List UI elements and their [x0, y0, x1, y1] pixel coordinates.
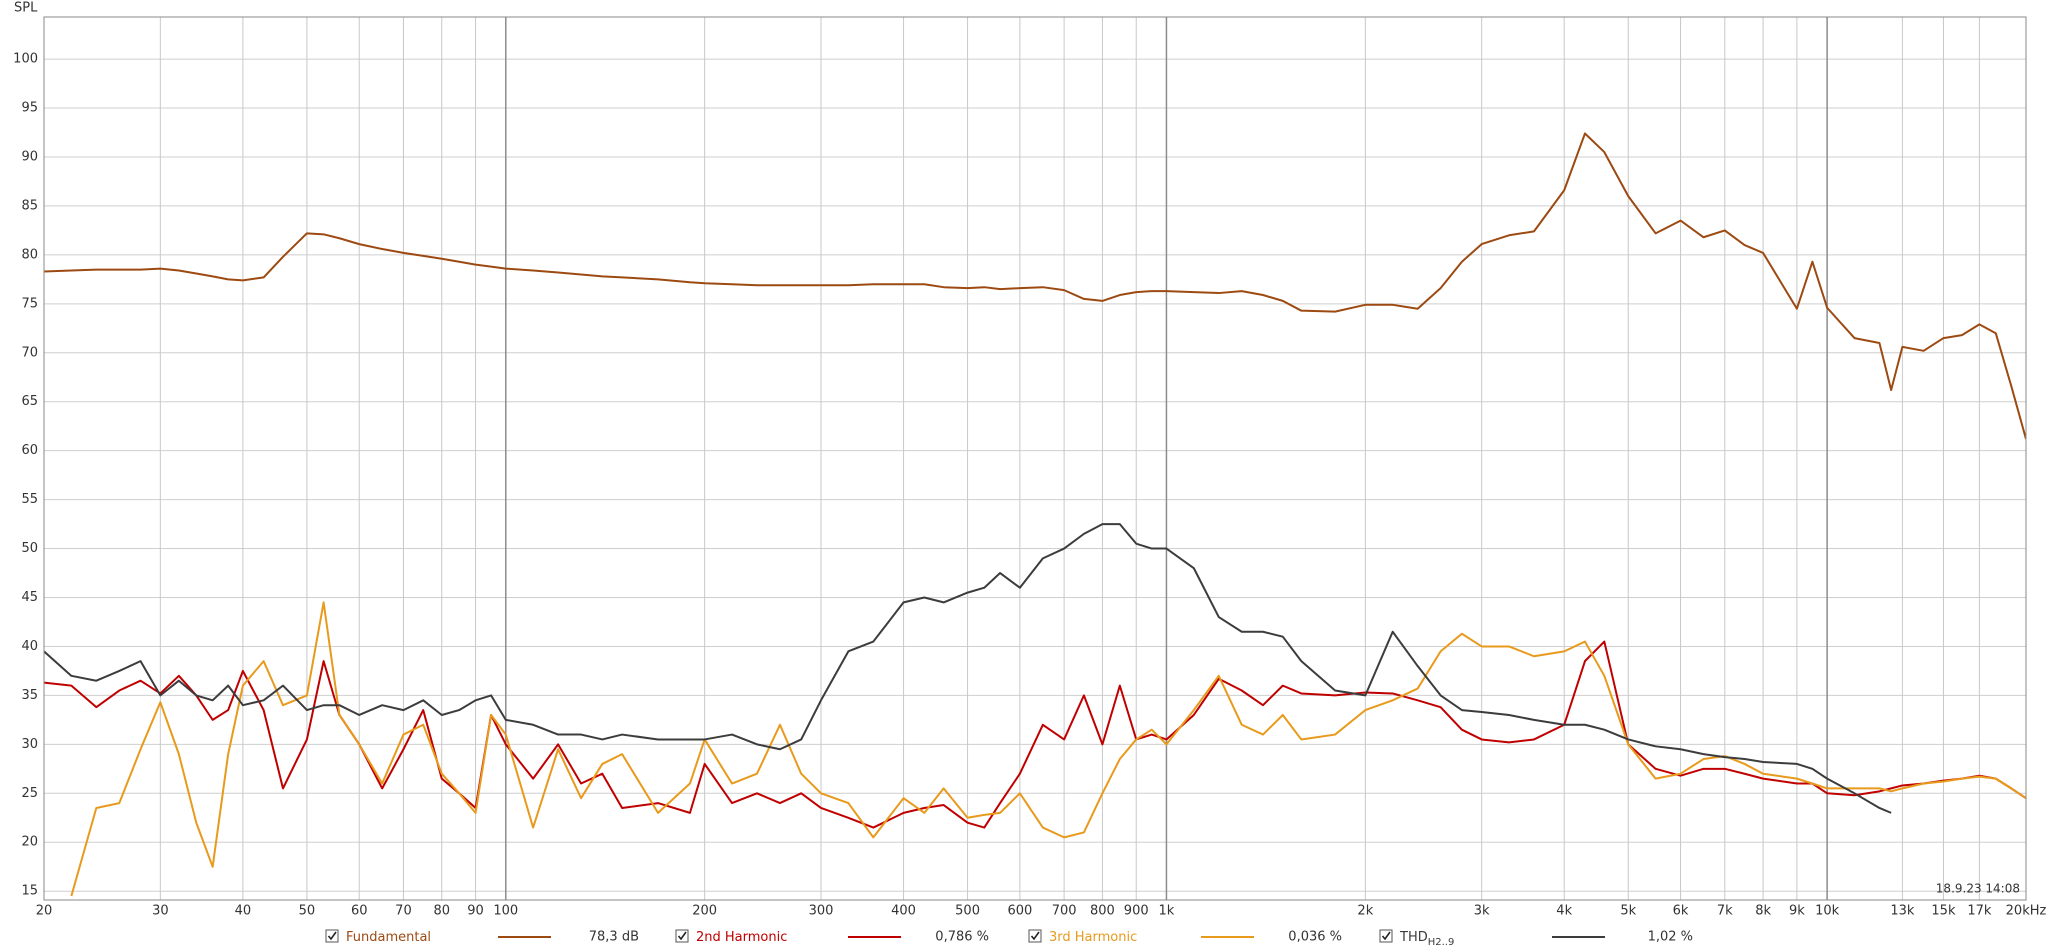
legend-readout: 1,02 % — [1648, 930, 1693, 945]
plot-lines — [44, 132, 2026, 897]
checkbox-box — [1379, 929, 1393, 943]
x-tick-label: 90 — [467, 904, 484, 919]
plot-area — [44, 17, 2026, 900]
axis-labels: 15 20 25 30 35 40 45 50 55 60 65 70 75 80 85 90 95 100 20 3… — [13, 52, 2046, 919]
legend: Fundamental 78,3 dB 2nd Harmonic 0,786 % 3rd… — [325, 929, 1693, 949]
x-tick-label: 50 — [299, 904, 316, 919]
legend-name: Fundamental — [346, 930, 431, 945]
checkbox-check — [1030, 931, 1040, 941]
x-tick-label: 400 — [891, 904, 916, 919]
y-tick-label: 50 — [21, 541, 38, 556]
plot-frame — [43, 16, 2027, 901]
legend-name: THDH2..9 — [1399, 930, 1454, 949]
y-tick-label: 75 — [21, 296, 38, 311]
legend-checkbox[interactable] — [1379, 929, 1393, 943]
y-tick-label: 60 — [21, 443, 38, 458]
x-tick-label: 15k — [1931, 904, 1956, 919]
x-tick-label: 500 — [955, 904, 980, 919]
legend-checkbox[interactable] — [675, 929, 689, 943]
checkbox-box — [325, 929, 339, 943]
legend-name-text: Fundamental — [346, 930, 431, 945]
x-tick-label: 10k — [1815, 904, 1840, 919]
legend-name-text: 2nd Harmonic — [696, 930, 787, 945]
legend-entry: THDH2..9 1,02 % — [1379, 929, 1693, 949]
checkbox-box — [675, 929, 689, 943]
y-tick-label: 100 — [13, 52, 38, 67]
y-tick-label: 95 — [21, 101, 38, 116]
y-tick-label: 45 — [21, 590, 38, 605]
x-tick-label: 4k — [1556, 904, 1572, 919]
legend-checkbox[interactable] — [325, 929, 339, 943]
timestamp: 18.9.23 14:08 — [1936, 882, 2020, 896]
x-tick-label: 300 — [809, 904, 834, 919]
x-tick-label: 9k — [1789, 904, 1805, 919]
x-tick-label: 7k — [1717, 904, 1733, 919]
x-tick-label: 40 — [235, 904, 252, 919]
x-tick-label: 2k — [1357, 904, 1373, 919]
legend-checkbox[interactable] — [1028, 929, 1042, 943]
checkbox-box — [1028, 929, 1042, 943]
x-tick-label: 3k — [1474, 904, 1490, 919]
y-tick-label: 25 — [21, 786, 38, 801]
x-tick-label: 900 — [1124, 904, 1149, 919]
legend-name-subscript: H2..9 — [1428, 937, 1455, 948]
x-tick-label: 80 — [433, 904, 450, 919]
y-tick-label: 85 — [21, 198, 38, 213]
x-tick-label: 60 — [351, 904, 368, 919]
legend-entry: 2nd Harmonic 0,786 % — [675, 929, 989, 945]
y-tick-label: 70 — [21, 345, 38, 360]
y-axis-label: SPL — [14, 1, 38, 16]
legend-name-text: 3rd Harmonic — [1049, 930, 1137, 945]
checkbox-check — [1381, 931, 1391, 941]
x-tick-label: 13k — [1890, 904, 1915, 919]
legend-readout: 0,036 % — [1288, 930, 1342, 945]
y-tick-label: 90 — [21, 149, 38, 164]
legend-name-text: THD — [1399, 930, 1428, 945]
x-tick-label: 600 — [1007, 904, 1032, 919]
x-tick-label: 800 — [1090, 904, 1115, 919]
x-tick-label: 20 — [36, 904, 53, 919]
x-tick-label: 20kHz — [2006, 904, 2047, 919]
x-tick-label: 700 — [1052, 904, 1077, 919]
y-tick-label: 30 — [21, 737, 38, 752]
x-tick-label: 17k — [1967, 904, 1992, 919]
legend-readout: 0,786 % — [935, 930, 989, 945]
y-tick-label: 20 — [21, 835, 38, 850]
y-tick-label: 15 — [21, 884, 38, 899]
x-tick-label: 1k — [1159, 904, 1175, 919]
x-tick-label: 100 — [493, 904, 518, 919]
checkbox-check — [327, 931, 337, 941]
grid — [43, 17, 2027, 900]
x-tick-label: 6k — [1673, 904, 1689, 919]
y-tick-label: 65 — [21, 394, 38, 409]
series-line — [44, 132, 2026, 440]
legend-entry: Fundamental 78,3 dB — [325, 929, 639, 945]
legend-name: 3rd Harmonic — [1049, 930, 1137, 945]
x-tick-label: 8k — [1755, 904, 1771, 919]
legend-readout: 78,3 dB — [589, 930, 639, 945]
y-tick-label: 35 — [21, 688, 38, 703]
legend-name: 2nd Harmonic — [696, 930, 787, 945]
x-tick-label: 30 — [152, 904, 169, 919]
x-tick-label: 200 — [692, 904, 717, 919]
series-line — [70, 601, 2026, 897]
y-tick-label: 80 — [21, 247, 38, 262]
x-tick-label: 70 — [395, 904, 412, 919]
y-tick-label: 40 — [21, 639, 38, 654]
checkbox-check — [677, 931, 687, 941]
x-tick-label: 5k — [1620, 904, 1636, 919]
series-line — [44, 523, 1892, 814]
y-tick-label: 55 — [21, 492, 38, 507]
legend-entry: 3rd Harmonic 0,036 % — [1028, 929, 1342, 945]
